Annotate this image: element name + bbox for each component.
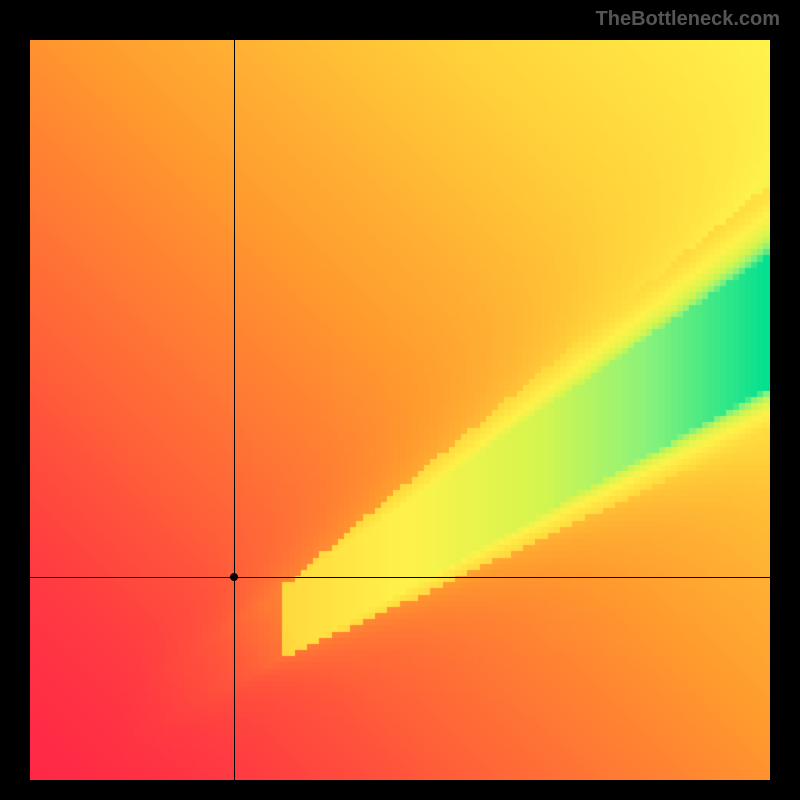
crosshair-horizontal <box>30 577 770 578</box>
crosshair-dot <box>230 573 238 581</box>
watermark-text: TheBottleneck.com <box>596 8 780 31</box>
crosshair-vertical <box>234 40 235 780</box>
chart-container: TheBottleneck.com <box>0 0 800 800</box>
heatmap-canvas <box>30 40 770 780</box>
plot-area <box>30 40 770 780</box>
